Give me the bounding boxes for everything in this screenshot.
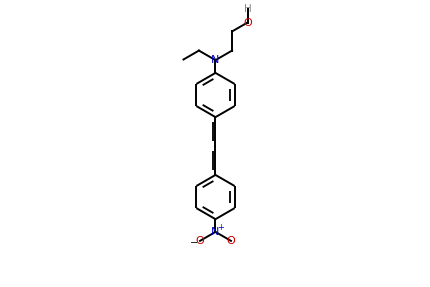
Text: N: N [211, 227, 219, 237]
Text: H: H [243, 4, 251, 14]
Text: O: O [243, 18, 251, 28]
Text: +: + [217, 223, 224, 232]
Text: O: O [195, 236, 204, 246]
Text: −: − [190, 238, 198, 248]
Text: O: O [226, 236, 235, 246]
Text: N: N [211, 55, 219, 65]
